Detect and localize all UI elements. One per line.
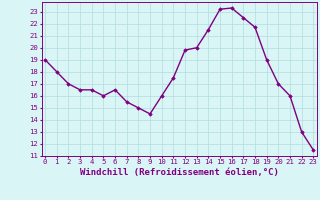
X-axis label: Windchill (Refroidissement éolien,°C): Windchill (Refroidissement éolien,°C): [80, 168, 279, 177]
